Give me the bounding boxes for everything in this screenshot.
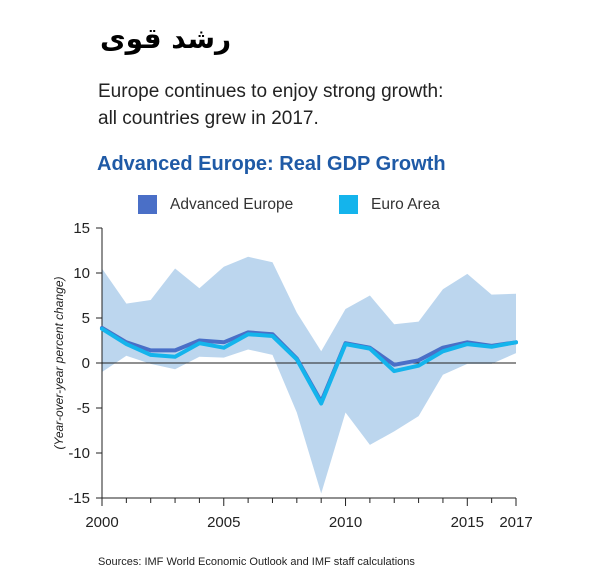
y-tick-label: 10 [73,265,90,282]
subtitle: Europe continues to enjoy strong growth:… [98,78,443,132]
legend-swatch-advanced-europe [138,195,157,214]
series-line-euro-area [100,326,518,406]
y-axis-label: (Year-over-year percent change) [52,277,66,450]
range-band-layer [102,256,516,494]
subtitle-line-2: all countries grew in 2017. [98,108,319,129]
legend-label-advanced-europe: Advanced Europe [170,195,294,213]
y-tick-label: -10 [68,445,90,462]
arabic-title: رشد قوی [100,22,232,55]
legend-swatch-euro-area [339,195,358,214]
x-tick-label: 2017 [499,514,532,531]
x-tick-label: 2005 [207,514,240,531]
source-note: Sources: IMF World Economic Outlook and … [98,556,415,568]
legend-item-advanced-europe: Advanced Europe [138,195,293,214]
legend-label-euro-area: Euro Area [371,195,440,213]
tick-label-layer: 15 10 5 0 -5 -10 -15 2000 2005 2010 2015 2017 (Year-… [52,220,533,531]
axis-layer [96,227,517,506]
y-tick-label: 15 [73,220,90,237]
series-layer [100,325,518,406]
y-tick-label: 0 [82,355,90,372]
chart-title: Advanced Europe: Real GDP Growth [97,153,446,175]
y-tick-label: -15 [68,490,90,507]
x-tick-label: 2015 [451,514,484,531]
y-tick-label: -5 [77,400,90,417]
legend-item-euro-area: Euro Area [339,195,440,214]
range-band [102,256,516,494]
x-tick-label: 2010 [329,514,362,531]
y-tick-label: 5 [82,310,90,327]
subtitle-line-1: Europe continues to enjoy strong growth: [98,81,444,102]
x-tick-label: 2000 [85,514,118,531]
